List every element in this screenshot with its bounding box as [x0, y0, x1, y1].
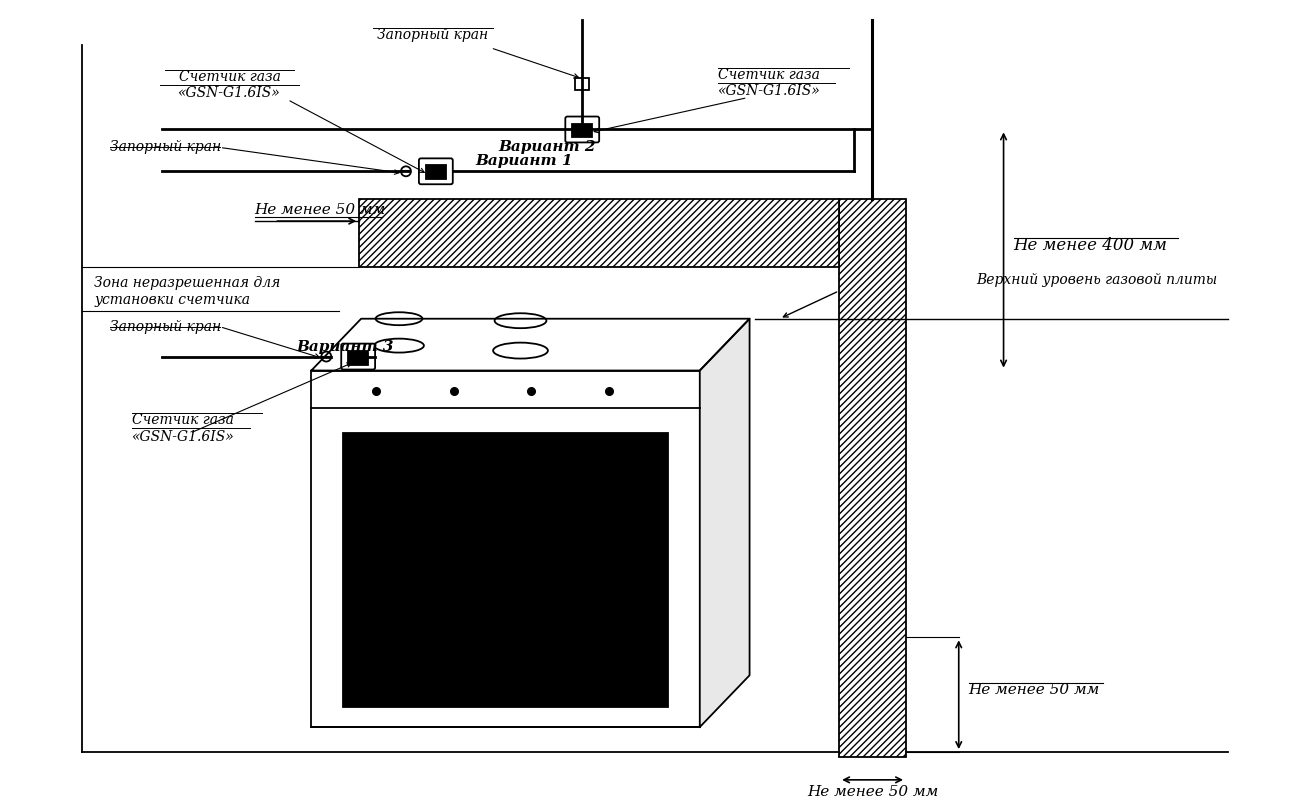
Text: Счетчик газа
«GSN-G1.6IS»: Счетчик газа «GSN-G1.6IS»: [132, 413, 235, 444]
Text: Не менее 50 мм: Не менее 50 мм: [808, 785, 938, 799]
Bar: [572, 124, 592, 137]
Text: Счетчик газа
«GSN-G1.6IS»: Счетчик газа «GSN-G1.6IS»: [718, 67, 820, 98]
Text: Зона неразрешенная для: Зона неразрешенная для: [94, 276, 280, 290]
Bar: [426, 165, 446, 180]
Text: Верхний уровень газовой плиты: Верхний уровень газовой плиты: [977, 273, 1217, 287]
Bar: [311, 371, 700, 727]
Text: Не менее 50 мм: Не менее 50 мм: [255, 203, 386, 217]
Bar: [349, 350, 368, 365]
Bar: [575, 78, 589, 90]
Polygon shape: [700, 318, 749, 727]
FancyBboxPatch shape: [566, 116, 599, 143]
Text: Вариант 2: Вариант 2: [499, 140, 596, 155]
Ellipse shape: [494, 342, 548, 358]
FancyBboxPatch shape: [419, 158, 452, 184]
Ellipse shape: [495, 314, 547, 328]
Text: Не менее 50 мм: Не менее 50 мм: [969, 683, 1099, 697]
Text: Счетчик газа
«GSN-G1.6IS»: Счетчик газа «GSN-G1.6IS»: [178, 70, 282, 100]
Circle shape: [322, 351, 331, 362]
Ellipse shape: [375, 338, 424, 353]
Text: Запорный кран: Запорный кран: [377, 28, 488, 42]
Text: Не менее 400 мм: Не менее 400 мм: [1013, 237, 1168, 253]
Bar: [840, 199, 906, 757]
Polygon shape: [311, 318, 749, 371]
Ellipse shape: [376, 312, 422, 325]
Text: Запорный кран: Запорный кран: [110, 140, 221, 155]
Bar: [344, 433, 668, 707]
Text: Запорный кран: Запорный кран: [110, 320, 221, 334]
Text: установки счетчика: установки счетчика: [94, 293, 251, 307]
Text: Вариант 3: Вариант 3: [296, 339, 394, 354]
FancyBboxPatch shape: [341, 343, 375, 370]
Circle shape: [401, 166, 411, 176]
Bar: [359, 199, 840, 267]
Text: Вариант 1: Вариант 1: [475, 154, 574, 168]
